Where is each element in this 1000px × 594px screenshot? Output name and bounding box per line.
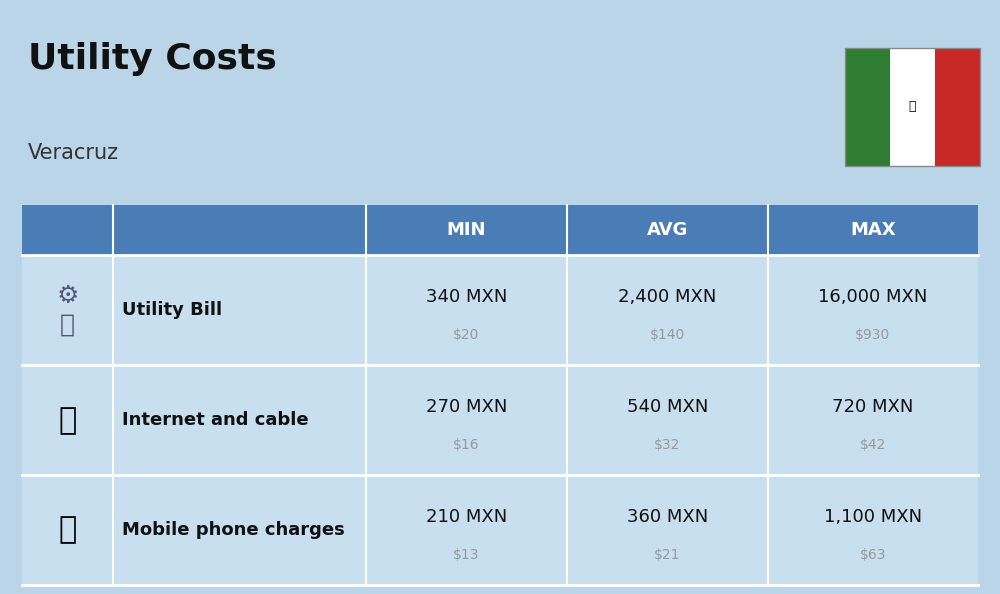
Text: 270 MXN: 270 MXN <box>426 398 507 416</box>
Text: $20: $20 <box>453 328 480 342</box>
Text: $21: $21 <box>654 548 681 562</box>
Text: $140: $140 <box>650 328 685 342</box>
Text: 540 MXN: 540 MXN <box>627 398 708 416</box>
Text: Utility Bill: Utility Bill <box>122 301 223 320</box>
Text: $32: $32 <box>654 438 680 452</box>
Text: Mobile phone charges: Mobile phone charges <box>122 521 345 539</box>
Text: 16,000 MXN: 16,000 MXN <box>818 288 928 307</box>
Text: 2,400 MXN: 2,400 MXN <box>618 288 716 307</box>
FancyBboxPatch shape <box>935 48 980 166</box>
Text: 🦅: 🦅 <box>909 100 916 113</box>
Text: 210 MXN: 210 MXN <box>426 508 507 526</box>
Text: Internet and cable: Internet and cable <box>122 411 309 429</box>
Text: 720 MXN: 720 MXN <box>832 398 914 416</box>
Text: 📡: 📡 <box>58 406 77 435</box>
Text: Utility Costs: Utility Costs <box>28 42 277 75</box>
FancyBboxPatch shape <box>22 205 978 255</box>
Text: 360 MXN: 360 MXN <box>627 508 708 526</box>
Text: AVG: AVG <box>647 221 688 239</box>
Text: MIN: MIN <box>447 221 486 239</box>
FancyBboxPatch shape <box>845 48 890 166</box>
Text: $42: $42 <box>860 438 886 452</box>
Text: $930: $930 <box>855 328 890 342</box>
Text: 1,100 MXN: 1,100 MXN <box>824 508 922 526</box>
Text: 📱: 📱 <box>58 516 77 545</box>
FancyBboxPatch shape <box>22 365 978 475</box>
FancyBboxPatch shape <box>22 475 978 585</box>
Text: ⚙
🔌: ⚙ 🔌 <box>56 285 79 336</box>
Text: MAX: MAX <box>850 221 896 239</box>
Text: Veracruz: Veracruz <box>28 143 119 163</box>
Text: $16: $16 <box>453 438 480 452</box>
FancyBboxPatch shape <box>22 255 978 365</box>
FancyBboxPatch shape <box>890 48 935 166</box>
Text: $13: $13 <box>453 548 480 562</box>
Text: $63: $63 <box>860 548 886 562</box>
Text: 340 MXN: 340 MXN <box>426 288 507 307</box>
